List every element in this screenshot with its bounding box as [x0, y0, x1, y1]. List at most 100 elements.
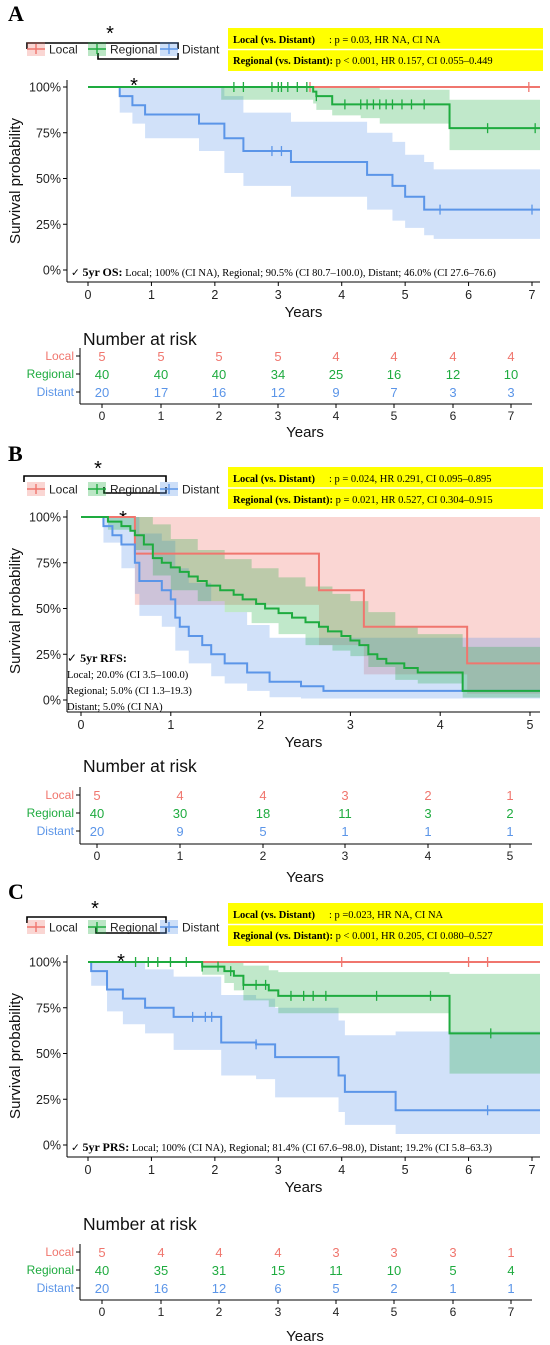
risk-count: 25 [329, 367, 343, 382]
legend-label-regional: Regional [110, 43, 157, 57]
panel-letter: B [8, 441, 23, 466]
risk-count: 35 [154, 1263, 168, 1278]
risk-row-label-local: Local [45, 1245, 74, 1259]
x-tick-label: 3 [275, 288, 282, 302]
significance-star: * [106, 23, 114, 45]
series-group [81, 516, 540, 699]
risk-count: 10 [504, 367, 518, 382]
risk-count: 18 [256, 806, 270, 821]
stats-line: Regional (vs. Distant): p < 0.001, HR 0.… [233, 931, 493, 942]
y-tick-label: 100% [29, 511, 61, 525]
y-tick-label: 100% [29, 81, 61, 95]
significance-star: * [94, 458, 102, 480]
risk-x-tick-label: 3 [275, 1305, 282, 1319]
y-axis-label: Survival probability [7, 993, 24, 1119]
y-tick-label: 50% [36, 1047, 61, 1061]
risk-count: 40 [154, 367, 168, 382]
risk-count: 16 [387, 367, 401, 382]
summary-line: Distant; 5.0% (CI NA) [67, 702, 163, 713]
legend-label-local: Local [49, 483, 78, 497]
risk-x-tick-label: 1 [158, 1305, 165, 1319]
risk-count: 1 [506, 788, 513, 803]
x-tick-label: 6 [465, 288, 472, 302]
x-axis-label: Years [285, 734, 323, 751]
risk-row-label-regional: Regional [27, 806, 74, 820]
risk-count: 2 [424, 788, 431, 803]
significance-star: * [119, 508, 127, 530]
risk-x-axis-label: Years [286, 1328, 324, 1345]
risk-count: 40 [95, 1263, 109, 1278]
risk-count: 4 [157, 1245, 164, 1260]
stats-line: Local (vs. Distant): p = 0.03, HR NA, CI… [233, 35, 441, 46]
risk-x-tick-label: 7 [508, 409, 515, 423]
risk-count: 20 [95, 385, 109, 400]
legend-label-regional: Regional [110, 483, 157, 497]
risk-x-tick-label: 5 [507, 849, 514, 863]
risk-x-tick-label: 5 [391, 409, 398, 423]
x-tick-label: 5 [402, 288, 409, 302]
significance-bracket [97, 53, 179, 60]
legend-label-distant: Distant [182, 43, 220, 57]
risk-count: 12 [271, 385, 285, 400]
x-tick-label: 4 [338, 1163, 345, 1177]
risk-row-label-distant: Distant [37, 824, 75, 838]
risk-x-tick-label: 7 [508, 1305, 515, 1319]
series-group [88, 82, 540, 239]
risk-count: 11 [338, 806, 352, 821]
risk-count: 3 [424, 806, 431, 821]
risk-count: 1 [424, 824, 431, 839]
ci-band-regional [81, 517, 540, 698]
significance-bracket [26, 42, 179, 49]
risk-count: 1 [507, 1245, 514, 1260]
x-tick-label: 1 [148, 288, 155, 302]
risk-count: 3 [507, 385, 514, 400]
significance-star: * [91, 898, 99, 920]
risk-x-tick-label: 2 [216, 409, 223, 423]
x-tick-label: 5 [527, 718, 534, 732]
risk-count: 9 [332, 385, 339, 400]
x-tick-label: 1 [148, 1163, 155, 1177]
x-tick-label: 2 [257, 718, 264, 732]
risk-count: 40 [212, 367, 226, 382]
risk-row-label-regional: Regional [27, 367, 74, 381]
y-tick-label: 0% [43, 694, 61, 708]
risk-count: 5 [93, 788, 100, 803]
y-tick-label: 75% [36, 556, 61, 570]
risk-row-label-regional: Regional [27, 1263, 74, 1277]
risk-count: 4 [259, 788, 266, 803]
x-tick-label: 7 [529, 288, 536, 302]
y-axis-label: Survival probability [7, 118, 24, 244]
summary-line: ✓ 5yr RFS: [67, 651, 127, 665]
risk-x-axis-label: Years [286, 869, 324, 886]
y-tick-label: 50% [36, 172, 61, 186]
risk-table-title: Number at risk [83, 1214, 197, 1234]
risk-count: 10 [387, 1263, 401, 1278]
summary-annotation: ✓ 5yr PRS: Local; 100% (CI NA), Regional… [71, 1140, 493, 1154]
risk-count: 5 [215, 349, 222, 364]
legend-label-distant: Distant [182, 921, 220, 935]
risk-count: 4 [507, 349, 514, 364]
risk-x-tick-label: 1 [177, 849, 184, 863]
risk-count: 1 [507, 1281, 514, 1296]
km-curve-distant [88, 961, 540, 1112]
risk-count: 3 [332, 1245, 339, 1260]
y-tick-label: 25% [36, 218, 61, 232]
y-tick-label: 75% [36, 126, 61, 140]
risk-row-label-distant: Distant [37, 385, 75, 399]
x-tick-label: 3 [347, 718, 354, 732]
y-tick-label: 50% [36, 602, 61, 616]
risk-x-tick-label: 3 [275, 409, 282, 423]
risk-count: 40 [90, 806, 104, 821]
risk-x-tick-label: 6 [450, 1305, 457, 1319]
y-tick-label: 0% [43, 1139, 61, 1153]
y-tick-label: 0% [43, 264, 61, 278]
risk-count: 2 [390, 1281, 397, 1296]
risk-x-tick-label: 2 [260, 849, 267, 863]
risk-count: 5 [274, 349, 281, 364]
risk-count: 40 [95, 367, 109, 382]
risk-count: 1 [449, 1281, 456, 1296]
risk-count: 4 [176, 788, 183, 803]
risk-count: 5 [259, 824, 266, 839]
risk-count: 5 [157, 349, 164, 364]
